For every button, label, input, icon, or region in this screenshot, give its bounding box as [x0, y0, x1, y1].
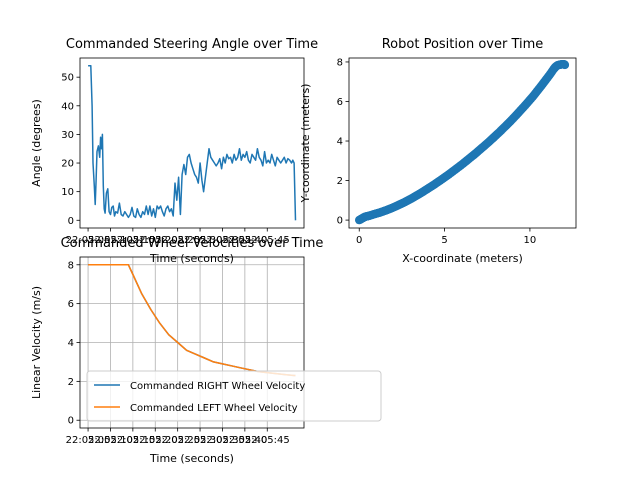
y-axis-label: Linear Velocity (m/s)	[30, 286, 43, 399]
plot-frame	[348, 57, 577, 229]
y-tick-label: 4	[337, 137, 343, 148]
chart-title: Commanded Steering Angle over Time	[66, 37, 318, 52]
steering-angle-chart: 0102030405022:05:0522:05:1022:05:1522:05…	[30, 37, 318, 265]
y-tick-label: 8	[68, 260, 74, 271]
y-tick-label: 10	[61, 187, 74, 198]
x-tick-label: 5	[441, 235, 447, 246]
x-tick-label: 22:05:40	[222, 235, 267, 246]
x-tick-label: 22:05:05	[66, 435, 111, 446]
y-tick-label: 20	[61, 159, 74, 170]
x-axis-label: Time (seconds)	[149, 452, 234, 465]
chart-title: Robot Position over Time	[382, 37, 544, 52]
y-tick-label: 40	[61, 101, 74, 112]
x-tick-label: 22:05:35	[200, 435, 245, 446]
y-axis-label: Y-coordinate (meters)	[299, 84, 312, 204]
y-tick-label: 0	[337, 216, 343, 227]
x-tick-label: 22:05:25	[155, 235, 200, 246]
plot-frame	[79, 57, 305, 229]
legend-label: Commanded RIGHT Wheel Velocity	[130, 381, 305, 392]
chart-legend: Commanded RIGHT Wheel Velocity Commanded …	[86, 370, 382, 422]
x-tick-label: 22:05:15	[110, 435, 155, 446]
y-tick-label: 2	[68, 377, 74, 388]
x-tick-label: 22:05:10	[88, 435, 133, 446]
x-tick-label: 22:05:20	[133, 235, 178, 246]
legend-box	[86, 370, 382, 422]
y-tick-label: 4	[68, 338, 74, 349]
x-axis-label: Time (seconds)	[149, 252, 234, 265]
x-tick-label: 22:05:20	[133, 435, 178, 446]
x-tick-label: 22:05:25	[155, 435, 200, 446]
x-tick-label: 22:05:45	[245, 435, 290, 446]
x-tick-label: 22:05:35	[200, 235, 245, 246]
y-tick-label: 50	[61, 73, 74, 84]
legend-label: Commanded LEFT Wheel Velocity	[130, 403, 298, 414]
series-line-0	[88, 264, 296, 377]
x-tick-label: 22:05:15	[110, 235, 155, 246]
scatter-point	[560, 60, 570, 70]
chart-title: Commanded Wheel Velocities over Time	[61, 236, 324, 251]
robot-position-chart: 0 2 4 6 8 0 5 10 Robot Position over Time X-coo…	[299, 37, 577, 265]
y-tick-label: 30	[61, 130, 74, 141]
wheel-velocity-chart: 0246822:05:0522:05:1022:05:1522:05:2022:…	[30, 236, 382, 465]
x-tick-label: 22:05:10	[88, 235, 133, 246]
series-line-1	[88, 264, 296, 377]
x-tick-label: 10	[524, 235, 537, 246]
x-axis-label: X-coordinate (meters)	[402, 252, 523, 265]
x-tick-label: 0	[356, 235, 362, 246]
x-tick-label: 22:05:40	[222, 435, 267, 446]
y-tick-label: 2	[337, 176, 343, 187]
y-axis-label: Angle (degrees)	[30, 99, 43, 187]
y-tick-label: 0	[68, 416, 74, 427]
x-tick-label: 22:05:45	[245, 235, 290, 246]
x-tick-label: 22:05:30	[178, 235, 223, 246]
y-tick-label: 8	[337, 57, 343, 68]
x-tick-label: 22:05:30	[178, 435, 223, 446]
y-tick-label: 6	[337, 97, 343, 108]
series-line-0	[88, 64, 297, 221]
y-tick-label: 6	[68, 299, 74, 310]
y-tick-label: 0	[68, 216, 74, 227]
x-tick-label: 22:05:05	[66, 235, 111, 246]
